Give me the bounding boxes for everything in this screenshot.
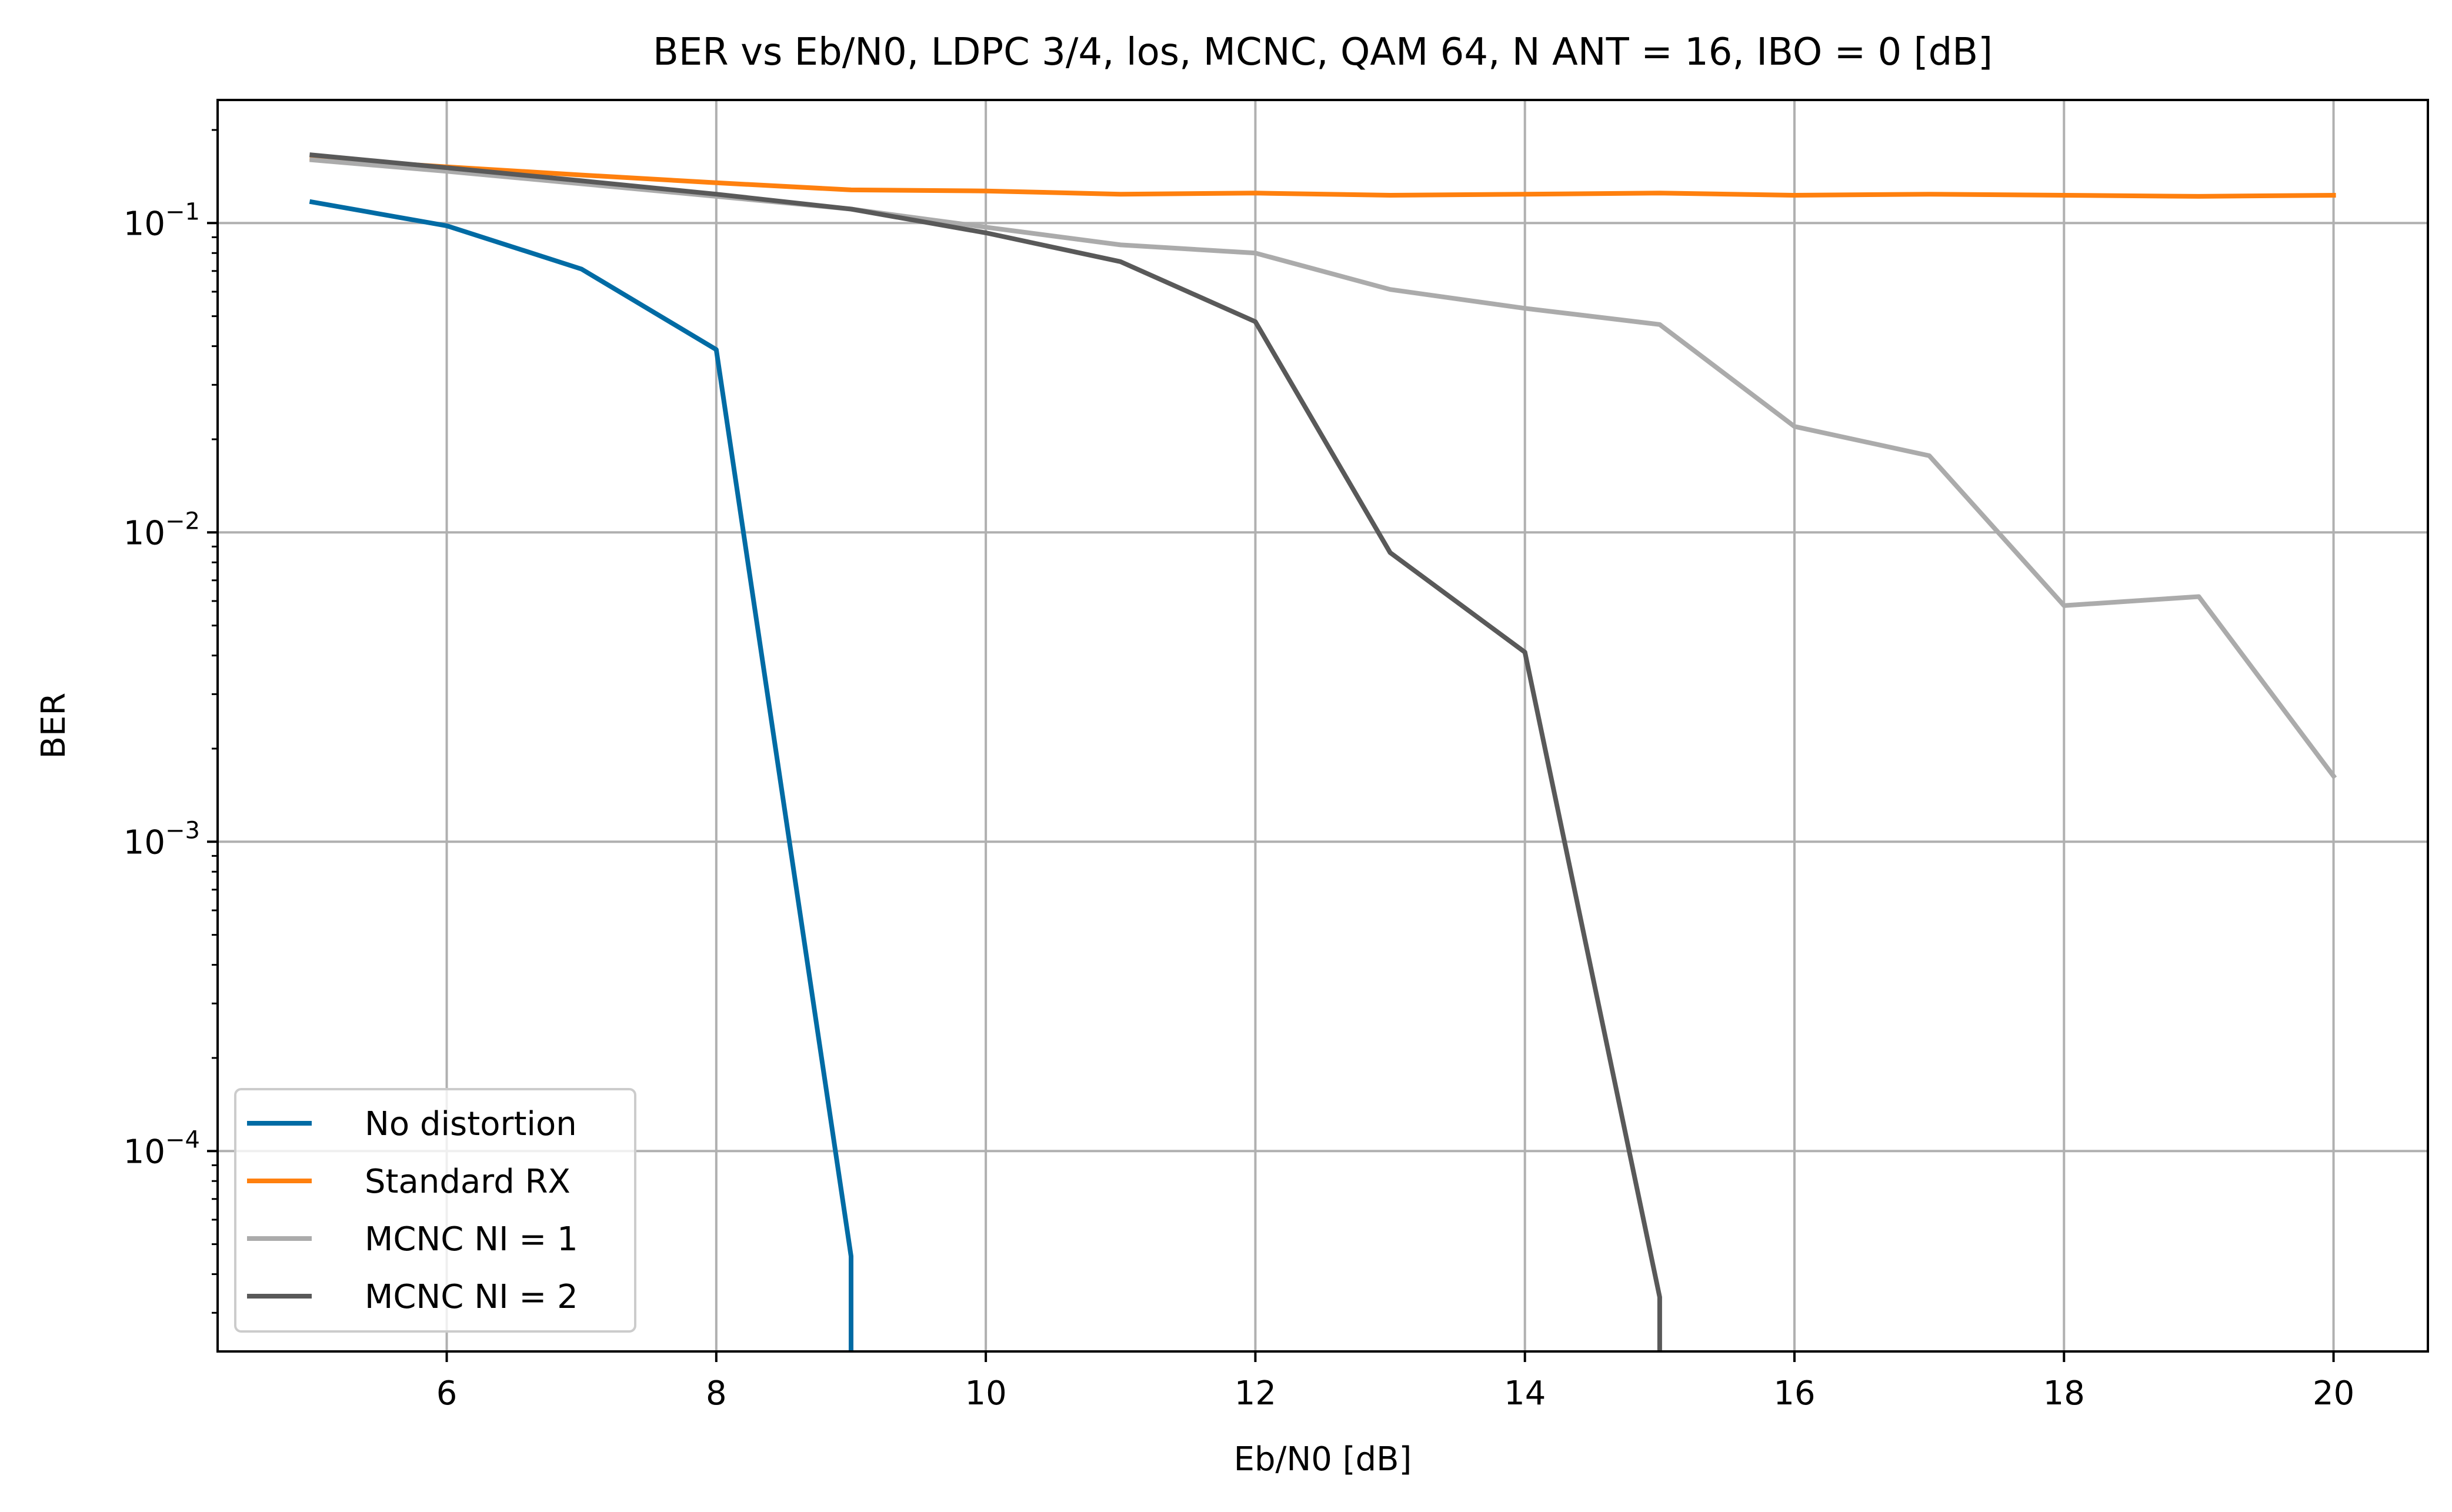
- x-tick-label: 20: [2313, 1374, 2354, 1413]
- legend-label: MCNC NI = 1: [365, 1220, 578, 1259]
- legend-box: [234, 1088, 636, 1333]
- legend-label: MCNC NI = 2: [365, 1278, 578, 1316]
- legend-label: Standard RX: [365, 1163, 571, 1201]
- x-tick-label: 16: [1773, 1374, 1815, 1413]
- y-tick-exponent: −4: [165, 1126, 200, 1153]
- y-tick-exponent: −1: [165, 198, 200, 225]
- series-line-no-distortion: [309, 199, 853, 1351]
- y-tick-base: 10: [124, 1133, 165, 1171]
- x-tick-label: 18: [2043, 1374, 2085, 1413]
- x-tick-label: 14: [1504, 1374, 1546, 1413]
- y-tick-label: 10−2: [124, 508, 200, 552]
- y-tick-base: 10: [124, 205, 165, 243]
- y-tick-exponent: −2: [165, 508, 200, 535]
- x-tick-label: 10: [965, 1374, 1007, 1413]
- x-tick-label: 8: [706, 1374, 727, 1413]
- series-line-standard-rx: [309, 155, 2336, 199]
- chart-title: BER vs Eb/N0, LDPC 3/4, los, MCNC, QAM 6…: [653, 31, 1993, 74]
- y-tick-label: 10−4: [124, 1126, 200, 1171]
- x-tick-label: 6: [436, 1374, 458, 1413]
- y-tick-label: 10−1: [124, 198, 200, 243]
- y-axis-label: BER: [35, 693, 73, 759]
- plot-area-frame: [216, 99, 2429, 1353]
- x-tick-label: 12: [1235, 1374, 1276, 1413]
- y-tick-base: 10: [124, 514, 165, 552]
- legend-label: No distortion: [365, 1105, 577, 1143]
- series-lines: [309, 152, 2337, 1351]
- x-axis-label: Eb/N0 [dB]: [1234, 1440, 1412, 1478]
- legend: No distortion Standard RX MCNC NI = 1 MCNC …: [234, 1088, 636, 1333]
- y-tick-label: 10−3: [124, 817, 200, 862]
- series-line-mcnc-ni-2: [309, 152, 1662, 1351]
- y-tick-exponent: −3: [165, 817, 200, 844]
- series-line-mcnc-ni-1: [309, 157, 2337, 780]
- y-tick-base: 10: [124, 823, 165, 862]
